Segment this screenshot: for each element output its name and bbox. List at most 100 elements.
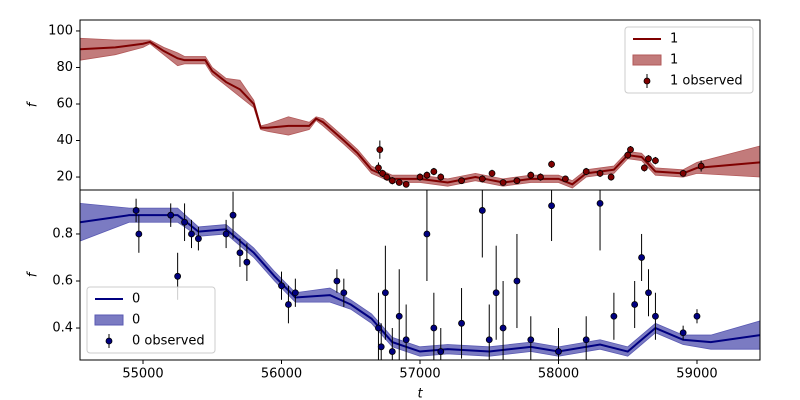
legend-patch	[632, 54, 662, 66]
observed-point	[395, 179, 403, 186]
observed-point	[610, 312, 618, 320]
observed-point	[624, 151, 632, 159]
observed-point	[132, 207, 140, 214]
observed-point	[236, 249, 244, 257]
observed-point	[499, 324, 507, 332]
observed-point	[285, 301, 292, 308]
observed-point	[499, 179, 507, 186]
observed-point	[562, 175, 569, 183]
legend-label: 1	[670, 53, 678, 68]
observed-point	[652, 157, 659, 165]
observed-point	[402, 336, 410, 344]
observed-point	[645, 155, 652, 163]
legend-box	[624, 26, 754, 94]
y-tick-label: 0.8	[52, 226, 73, 241]
y-tick-label: 100	[48, 23, 73, 38]
observed-point	[388, 177, 396, 185]
observed-point	[291, 289, 299, 297]
observed-point	[697, 162, 705, 170]
observed-point	[488, 169, 496, 177]
observed-point	[375, 324, 382, 332]
observed-point	[383, 173, 391, 181]
observed-point	[458, 177, 465, 185]
x-tick-label: 56000	[261, 367, 302, 382]
y-tick-label: 40	[56, 133, 73, 148]
y-tick-label: 60	[56, 96, 73, 111]
legend-marker	[643, 77, 651, 85]
observed-point	[416, 173, 424, 181]
y-tick-label: 0.4	[52, 321, 73, 336]
observed-point	[693, 312, 701, 320]
observed-point	[548, 202, 555, 210]
observed-point	[582, 336, 590, 344]
legend-label: 1	[670, 32, 678, 47]
observed-point	[478, 175, 486, 183]
observed-point	[195, 235, 202, 243]
observed-point	[243, 258, 251, 266]
observed-point	[388, 348, 396, 355]
observed-point	[582, 168, 590, 175]
observed-point	[458, 319, 465, 327]
legend-label: 1 observed	[670, 74, 743, 89]
observed-point	[340, 289, 348, 297]
y-tick-label: 0.6	[52, 273, 73, 288]
mean-line	[80, 40, 760, 186]
legend-label: 0	[132, 292, 140, 307]
x-tick-label: 57000	[399, 367, 440, 382]
observed-point	[423, 171, 431, 179]
observed-point	[423, 230, 431, 238]
observed-point	[555, 348, 562, 355]
observed-point	[430, 168, 438, 175]
observed-point	[478, 207, 486, 214]
legend: 1 1 1 observed	[624, 26, 754, 94]
legend-label: 0	[132, 313, 140, 328]
observed-point	[188, 230, 195, 238]
observed-point	[640, 164, 648, 172]
observed-point	[652, 312, 659, 320]
x-tick-label: 59000	[676, 367, 717, 382]
observed-point	[513, 177, 521, 185]
observed-point	[607, 173, 615, 181]
observed-point	[181, 218, 188, 226]
observed-point	[430, 324, 438, 332]
observed-point	[437, 173, 445, 181]
observed-point	[376, 146, 384, 154]
observed-point	[437, 348, 445, 355]
legend-label: 0 observed	[132, 334, 205, 349]
x-tick-label: 55000	[122, 367, 163, 382]
observed-point	[379, 169, 387, 177]
y-tick-label: 20	[56, 170, 73, 185]
observed-point	[174, 272, 182, 280]
observed-point	[333, 277, 341, 285]
observed-point	[527, 171, 535, 179]
x-tick-label: 58000	[538, 367, 579, 382]
observed-point	[679, 329, 687, 337]
observed-point	[596, 169, 604, 177]
observed-point	[395, 312, 403, 320]
observed-point	[548, 160, 555, 168]
observed-point	[527, 336, 535, 344]
observed-point	[229, 211, 237, 219]
y-axis-label: f	[26, 270, 41, 277]
observed-point	[381, 289, 389, 297]
observed-point	[645, 289, 652, 297]
observed-point	[135, 230, 143, 238]
observed-point	[638, 254, 645, 261]
observed-point	[402, 180, 410, 188]
observed-point	[167, 211, 175, 219]
legend: 0 0 0 observed	[86, 286, 216, 354]
observed-point	[278, 282, 285, 290]
legend-box	[86, 286, 216, 354]
y-axis-label: f	[26, 100, 41, 107]
x-axis-label: t	[417, 387, 423, 400]
observed-point	[631, 301, 639, 308]
observed-point	[222, 230, 230, 238]
observed-point	[596, 200, 604, 207]
observed-point	[375, 164, 382, 172]
observed-point	[377, 343, 385, 351]
observed-point	[537, 173, 544, 181]
observed-point	[485, 336, 493, 344]
y-tick-label: 80	[56, 60, 73, 75]
plot-area	[80, 37, 760, 189]
